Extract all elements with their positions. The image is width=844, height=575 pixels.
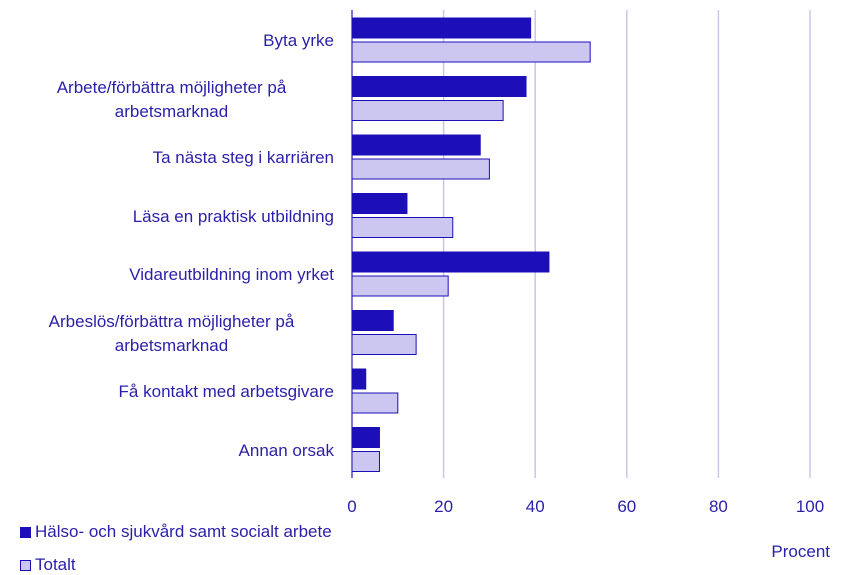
category-label-box: Annan orsak <box>239 439 334 463</box>
bar <box>351 310 394 331</box>
category-label-box: Läsa en praktisk utbildning <box>133 205 334 229</box>
category-label-box: Arbete/förbättra möjligheter på arbetsma… <box>9 76 334 124</box>
bar <box>351 392 399 414</box>
bar <box>351 451 380 472</box>
bar <box>351 100 504 121</box>
bar <box>351 275 449 297</box>
legend-label: Totalt <box>35 555 76 574</box>
category-label-box: Byta yrke <box>263 29 334 53</box>
bar <box>351 427 380 448</box>
bar <box>351 17 532 39</box>
category-label: Läsa en praktisk utbildning <box>132 206 334 226</box>
x-tick-label: 60 <box>617 497 636 516</box>
category-label: Ta nästa steg i karriären <box>152 148 334 168</box>
x-tick-label: 40 <box>526 497 545 516</box>
legend-swatch <box>20 559 31 571</box>
legend-item: Hälso- och sjukvård samt socialt arbete <box>20 522 332 542</box>
bar <box>351 368 367 390</box>
category-label-box: Få kontakt med arbetsgivare <box>119 380 334 404</box>
category-label: Vidareutbildning inom yrket <box>129 265 334 285</box>
category-label: Byta yrke <box>263 31 334 51</box>
legend-swatch <box>20 526 31 538</box>
x-tick-label: 0 <box>347 497 356 516</box>
category-label-box: Vidareutbildning inom yrket <box>129 263 334 287</box>
category-label: Få kontakt med arbetsgivare <box>118 382 334 402</box>
bar <box>351 76 527 97</box>
category-label: Arbeslös/förbättra möjligheter på arbets… <box>48 311 295 355</box>
bar <box>351 41 591 63</box>
bar <box>351 334 417 355</box>
category-label: Annan orsak <box>238 440 334 460</box>
x-tick-label: 80 <box>709 497 728 516</box>
category-label-box: Ta nästa steg i karriären <box>153 146 334 170</box>
category-label-box: Arbeslös/förbättra möjligheter på arbets… <box>9 310 334 358</box>
x-axis-label: Procent <box>771 542 830 561</box>
bar <box>351 193 408 214</box>
category-label: Arbete/förbättra möjligheter på arbetsma… <box>56 77 287 121</box>
legend-label: Hälso- och sjukvård samt socialt arbete <box>35 522 332 541</box>
bar <box>351 251 550 273</box>
x-tick-label: 20 <box>434 497 453 516</box>
bar <box>351 134 481 156</box>
bar <box>351 158 490 180</box>
legend-item: Totalt <box>20 555 76 575</box>
bar <box>351 217 454 238</box>
x-tick-label: 100 <box>796 497 824 516</box>
